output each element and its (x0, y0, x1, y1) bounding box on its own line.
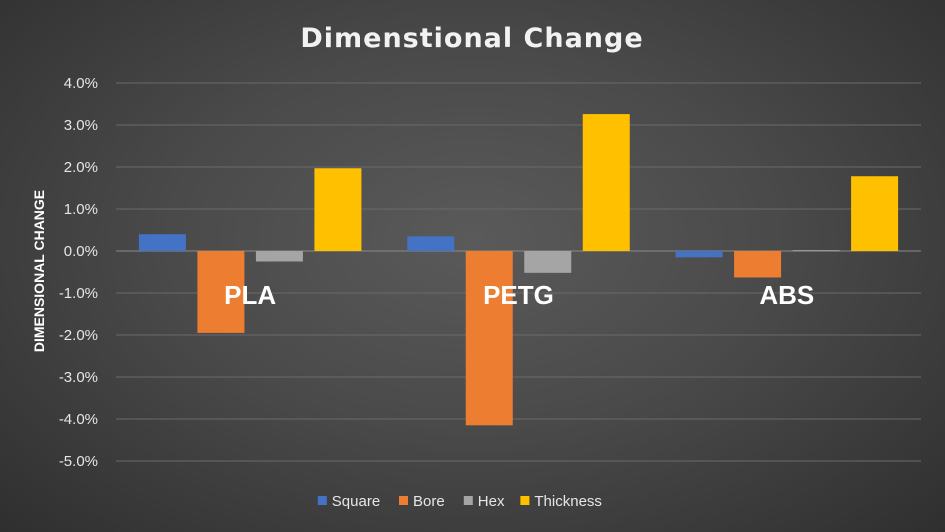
bar-thickness-petg (582, 114, 630, 251)
bar-thickness-abs (851, 176, 899, 251)
y-tick-label: 4.0% (64, 75, 98, 92)
legend-label: Bore (413, 493, 445, 510)
y-axis-ticks: 4.0% 3.0% 2.0% 1.0% 0.0% -1.0% -2.0% -3.0% -4.0%… (59, 75, 98, 470)
gridlines (116, 82, 921, 462)
category-label: PLA (224, 280, 276, 310)
bar-hex-pla (255, 251, 303, 262)
chart-title: Dimenstional Change (300, 23, 643, 54)
bar-square-abs (675, 251, 723, 258)
category-label: PETG (483, 280, 554, 310)
legend-swatch (317, 496, 327, 505)
y-tick-label: -2.0% (59, 327, 98, 344)
bars (138, 114, 899, 426)
y-tick-label: 1.0% (64, 201, 98, 218)
legend-swatch (463, 496, 473, 505)
bar-square-petg (407, 236, 455, 251)
y-tick-label: -5.0% (59, 453, 98, 470)
legend-swatch (399, 496, 408, 505)
legend: Square Bore Hex Thickness (317, 493, 602, 510)
bar-bore-petg (465, 251, 513, 426)
bar-thickness-pla (314, 168, 362, 251)
category-labels: PLA PETG ABS (224, 280, 814, 310)
bar-bore-abs (734, 251, 782, 278)
y-tick-label: 3.0% (64, 117, 98, 134)
bar-hex-abs (792, 250, 840, 252)
bar-hex-petg (524, 251, 572, 273)
y-tick-label: -3.0% (59, 369, 98, 386)
legend-label: Thickness (534, 493, 602, 510)
bar-bore-pla (197, 251, 245, 333)
category-label: ABS (759, 280, 814, 310)
legend-swatch (520, 496, 530, 505)
y-tick-label: 0.0% (64, 243, 98, 260)
y-tick-label: 2.0% (64, 159, 98, 176)
legend-label: Square (332, 493, 380, 510)
bar-square-pla (138, 234, 186, 251)
legend-label: Hex (478, 493, 505, 510)
y-tick-label: -4.0% (59, 411, 98, 428)
y-tick-label: -1.0% (59, 285, 98, 302)
y-axis-label: DIMENSIONAL CHANGE (31, 190, 47, 352)
